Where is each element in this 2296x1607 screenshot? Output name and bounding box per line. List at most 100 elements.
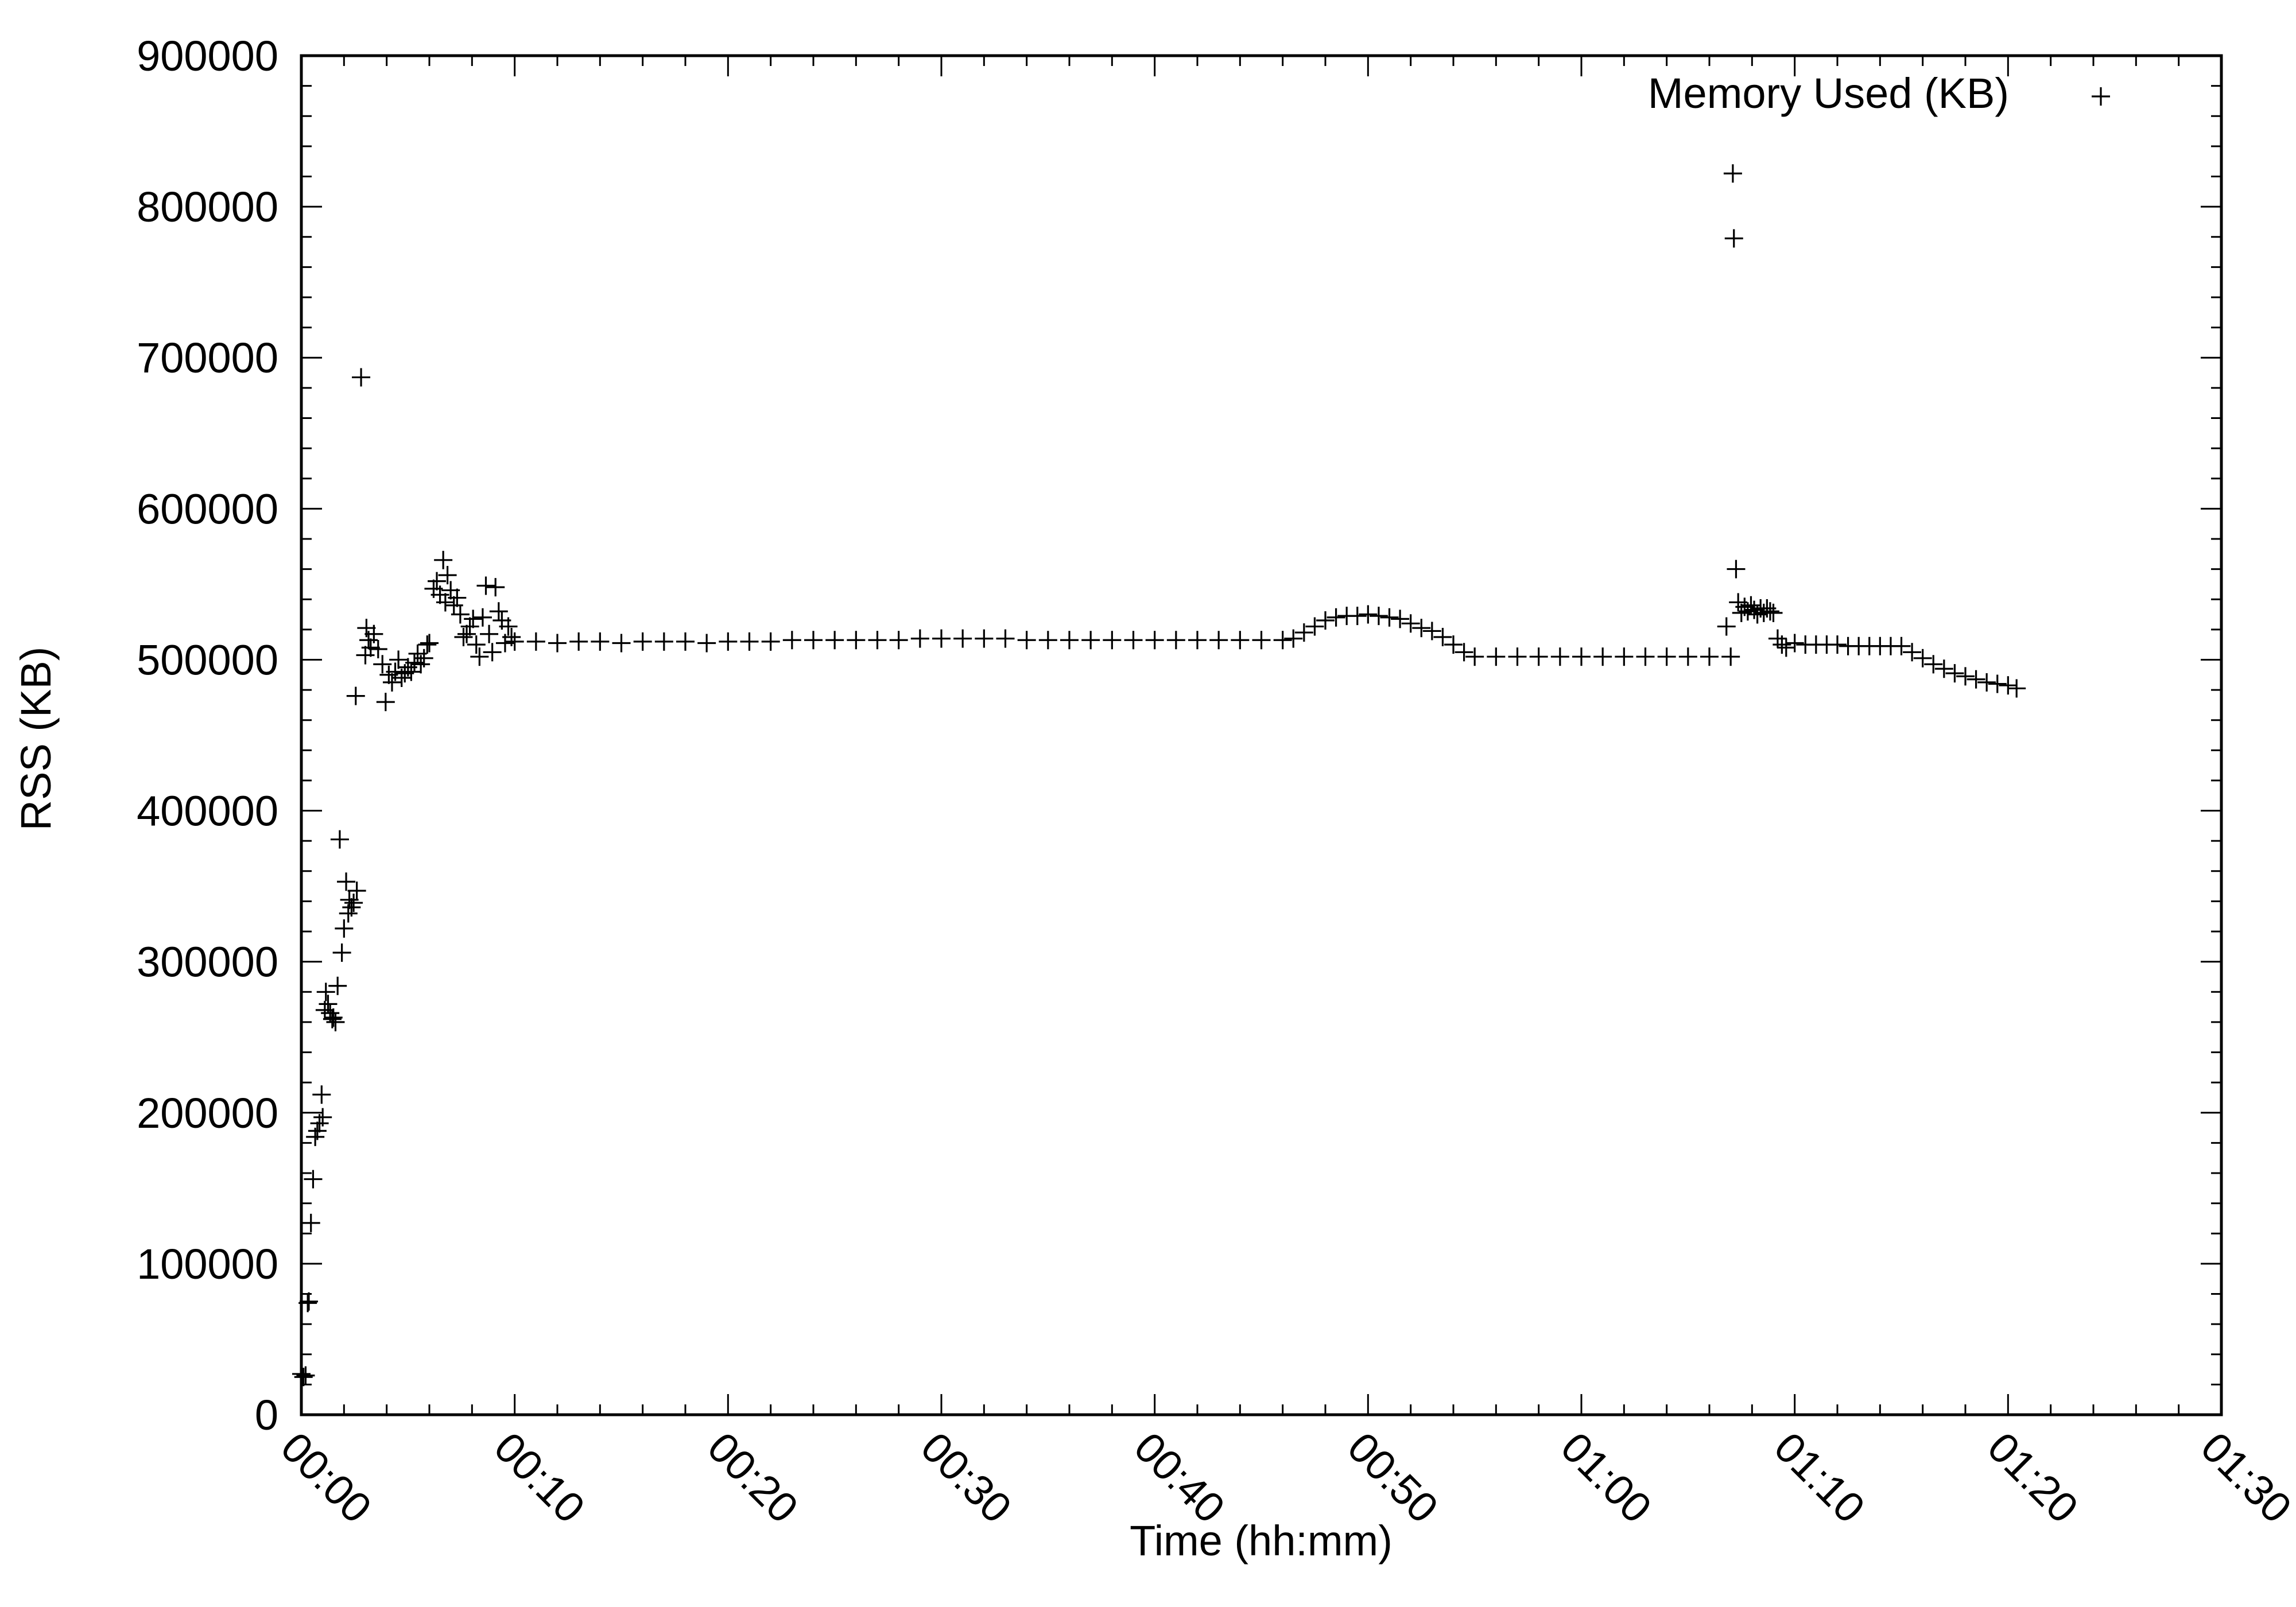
data-point <box>464 610 483 628</box>
data-point <box>761 632 780 651</box>
data-point <box>1785 634 1804 653</box>
data-point <box>457 624 476 643</box>
data-point <box>1455 643 1473 662</box>
data-point <box>352 368 371 387</box>
data-point <box>308 1121 327 1140</box>
data-point <box>1999 676 2018 695</box>
data-point <box>1166 631 1185 650</box>
data-point <box>868 631 887 650</box>
data-point <box>1529 647 1548 666</box>
data-point <box>402 662 421 681</box>
data-point <box>1700 647 1719 666</box>
data-point <box>676 632 695 651</box>
data-point <box>373 655 392 674</box>
data-point <box>346 686 365 705</box>
data-point <box>804 631 823 650</box>
data-point <box>1348 607 1367 626</box>
data-point <box>1305 617 1324 636</box>
y-tick-label: 200000 <box>137 1089 278 1137</box>
data-point <box>1038 631 1057 650</box>
data-point <box>1103 631 1122 650</box>
data-point <box>312 1085 331 1104</box>
y-tick-label: 0 <box>255 1391 278 1439</box>
data-point <box>326 1012 345 1031</box>
data-point <box>1777 638 1795 657</box>
data-point <box>1967 670 1985 689</box>
data-point <box>505 632 524 651</box>
data-point <box>697 634 716 653</box>
data-point <box>1764 603 1783 622</box>
data-point <box>654 632 673 651</box>
data-point <box>1252 631 1271 650</box>
data-point <box>332 943 351 962</box>
data-point <box>1924 655 1943 674</box>
data-point <box>1401 614 1420 633</box>
data-point <box>301 1213 320 1232</box>
data-point <box>418 635 437 654</box>
data-point <box>300 1292 319 1311</box>
data-point <box>526 632 545 651</box>
data-point <box>414 649 433 667</box>
legend-label-memory-used: Memory Used (KB) <box>1648 69 2009 117</box>
data-point <box>342 898 361 917</box>
data-point <box>467 635 486 654</box>
plot-frame <box>300 54 2223 1416</box>
data-point <box>324 1008 343 1027</box>
x-axis-title: Time (hh:mm) <box>1130 1517 1393 1565</box>
data-point <box>470 647 489 666</box>
data-point <box>1327 608 1345 627</box>
data-point <box>376 693 395 712</box>
data-point <box>364 624 383 643</box>
data-point <box>975 629 994 648</box>
data-point <box>740 632 759 651</box>
data-point <box>1773 635 1791 654</box>
data-point <box>319 995 338 1014</box>
data-point <box>1465 647 1484 666</box>
legend: Memory Used (KB) <box>1648 69 2110 117</box>
data-point <box>389 650 408 669</box>
data-point <box>347 882 366 900</box>
data-point <box>323 1010 342 1028</box>
data-point <box>591 632 610 651</box>
data-point <box>1956 667 1975 686</box>
y-tick-label: 500000 <box>137 636 278 684</box>
data-point <box>1369 607 1388 626</box>
data-point <box>1444 635 1463 654</box>
data-point <box>328 976 347 995</box>
data-point <box>1422 622 1441 641</box>
data-point <box>1892 636 1911 655</box>
data-point <box>1231 631 1250 650</box>
data-point <box>633 632 652 651</box>
data-point <box>436 593 455 612</box>
y-tick-label: 900000 <box>137 32 278 80</box>
data-point <box>1391 610 1410 628</box>
data-point <box>1433 627 1452 646</box>
data-point <box>719 632 738 651</box>
data-point <box>1727 560 1746 579</box>
data-point <box>1081 631 1100 650</box>
data-point <box>932 629 951 648</box>
data-point <box>1508 647 1527 666</box>
data-point <box>330 830 349 849</box>
data-point <box>889 631 908 650</box>
data-point <box>1550 647 1569 666</box>
y-tick-label: 400000 <box>137 787 278 835</box>
data-point <box>1359 605 1378 624</box>
data-point <box>428 572 447 591</box>
y-tick-label: 700000 <box>137 334 278 382</box>
data-point <box>1913 649 1932 667</box>
data-point <box>434 550 453 569</box>
data-point <box>1828 635 1847 654</box>
data-point <box>1124 631 1143 650</box>
data-point <box>489 602 508 621</box>
data-point <box>910 629 929 648</box>
data-point <box>1934 659 1953 678</box>
y-axis-title: RSS (KB) <box>12 647 60 831</box>
data-point <box>480 624 499 643</box>
data-point <box>1284 629 1303 648</box>
data-point <box>1294 623 1313 642</box>
data-point <box>499 617 518 636</box>
data-point <box>454 627 473 646</box>
